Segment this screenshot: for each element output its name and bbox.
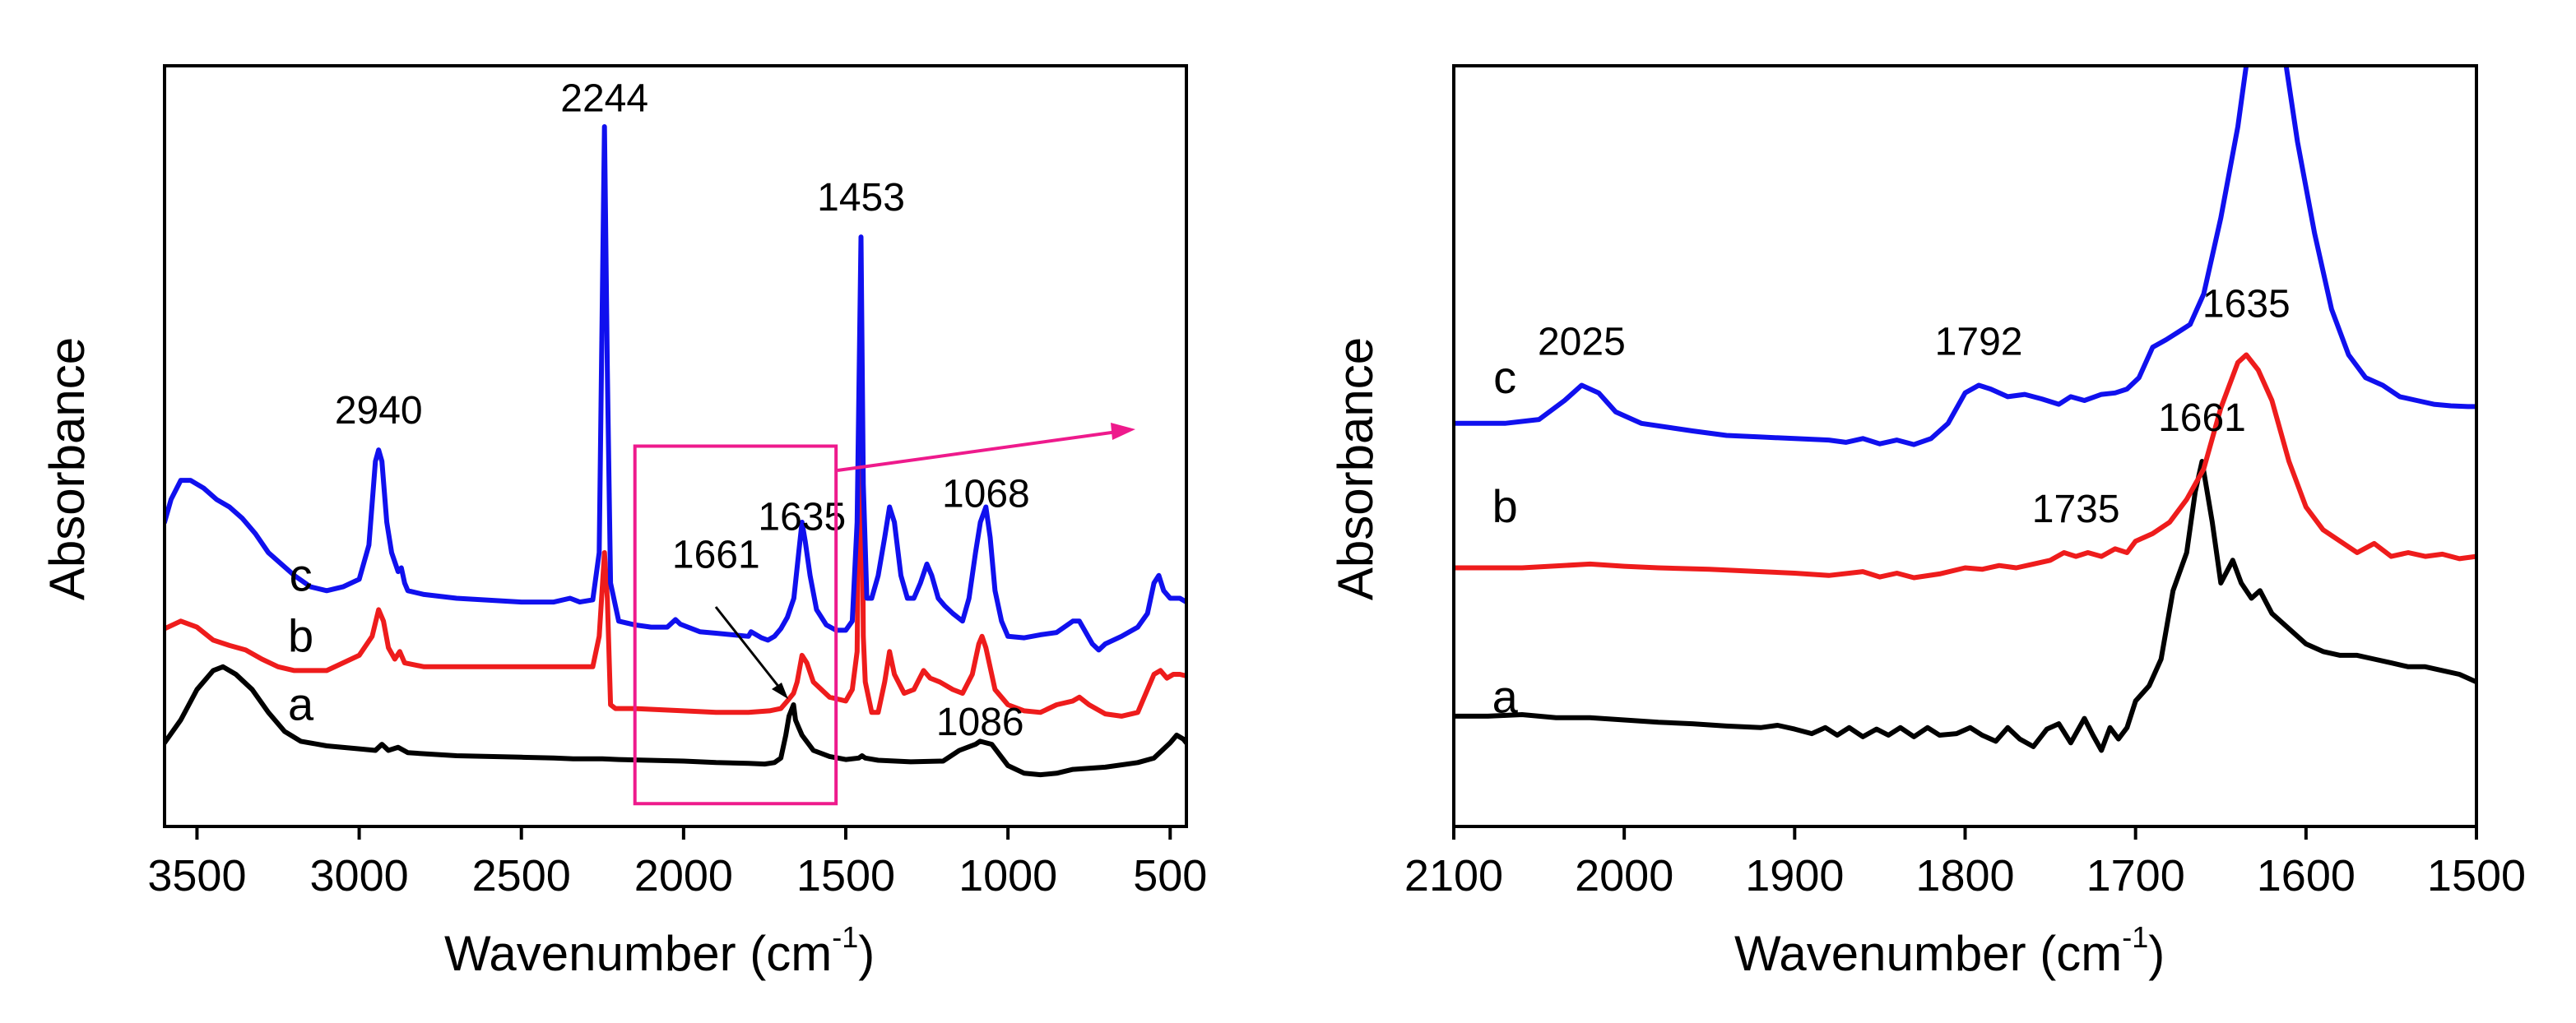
right-annotation-layer: a b c 2025 1792 1735 1661 1635 <box>1492 282 2291 722</box>
right-peak-label-1661: 1661 <box>2158 396 2246 440</box>
right-series-c <box>1454 66 2476 447</box>
right-x-axis-title-sup: -1 <box>2122 920 2148 954</box>
right-series-layer <box>1454 66 2476 753</box>
right-x-axis-title-main: Wavenumber (cm <box>1734 926 2122 981</box>
left-x-tick-label-3500: 3500 <box>147 851 246 900</box>
right-curve-label-a: a <box>1492 670 1519 722</box>
left-x-ticks: 3500 3000 2500 2000 1500 1000 500 <box>147 826 1207 900</box>
left-peak-label-1661: 1661 <box>672 534 760 577</box>
left-peak-label-1068: 1068 <box>942 473 1030 516</box>
left-x-tick-label-1000: 1000 <box>958 851 1057 900</box>
annotation-arrow-1661 <box>714 606 782 689</box>
left-series-b <box>165 276 1186 719</box>
right-x-ticks: 2100 2000 1900 1800 1700 1600 1500 <box>1404 826 2526 900</box>
right-plot-frame <box>1452 64 2478 828</box>
left-x-axis-title: Wavenumber (cm-1) <box>444 920 875 981</box>
left-x-tick-label-2500: 2500 <box>472 851 571 900</box>
right-x-tick-label-1600: 1600 <box>2257 851 2356 900</box>
left-x-tick-label-500: 500 <box>1133 851 1207 900</box>
zoom-arrow <box>837 430 1118 472</box>
left-plot-frame <box>163 64 1188 828</box>
left-peak-label-1086: 1086 <box>936 701 1024 744</box>
right-peak-label-1792: 1792 <box>1935 321 2023 364</box>
right-series-a <box>1454 459 2476 753</box>
left-y-axis-title: Absorbance <box>39 337 95 600</box>
right-peak-label-2025: 2025 <box>1538 321 1626 364</box>
zoom-box <box>633 444 838 806</box>
left-series-a <box>165 664 1186 778</box>
left-peak-label-2244: 2244 <box>560 77 648 121</box>
right-series-b <box>1454 352 2476 581</box>
right-x-axis-title-close: ) <box>2148 926 2165 981</box>
left-x-tick-label-2000: 2000 <box>634 851 733 900</box>
right-x-tick-label-1700: 1700 <box>2086 851 2185 900</box>
left-series-layer <box>165 124 1186 778</box>
right-x-tick-label-1900: 1900 <box>1745 851 1844 900</box>
right-spectrum-panel: a b c 2025 1792 1735 1661 1635 2100 2000 1900 1800… <box>1328 64 2526 981</box>
right-x-axis-title: Wavenumber (cm-1) <box>1734 920 2165 981</box>
left-curve-label-c: c <box>290 549 313 600</box>
left-x-axis-title-sup: -1 <box>832 920 858 954</box>
right-x-tick-label-2000: 2000 <box>1575 851 1673 900</box>
left-x-axis-title-close: ) <box>858 926 875 981</box>
right-curve-label-b: b <box>1492 480 1518 532</box>
right-peak-label-1735: 1735 <box>2032 488 2120 531</box>
right-y-axis-title: Absorbance <box>1328 337 1383 600</box>
left-peak-label-2940: 2940 <box>335 389 423 433</box>
zoom-arrow-head <box>1111 423 1135 440</box>
right-x-tick-label-1500: 1500 <box>2427 851 2526 900</box>
left-peak-label-1635: 1635 <box>758 495 846 539</box>
right-x-tick-label-2100: 2100 <box>1404 851 1503 900</box>
right-peak-label-1635: 1635 <box>2202 282 2291 326</box>
right-x-tick-label-1800: 1800 <box>1915 851 2014 900</box>
right-curve-label-c: c <box>1493 351 1516 403</box>
left-x-axis-title-main: Wavenumber (cm <box>444 926 832 981</box>
left-curve-label-a: a <box>288 678 314 730</box>
annotation-arrow-head-1661 <box>772 683 788 699</box>
left-x-tick-label-3000: 3000 <box>310 851 409 900</box>
left-x-tick-label-1500: 1500 <box>796 851 895 900</box>
left-curve-label-b: b <box>288 609 313 661</box>
left-series-c <box>165 124 1186 653</box>
left-peak-label-1453: 1453 <box>817 176 905 220</box>
